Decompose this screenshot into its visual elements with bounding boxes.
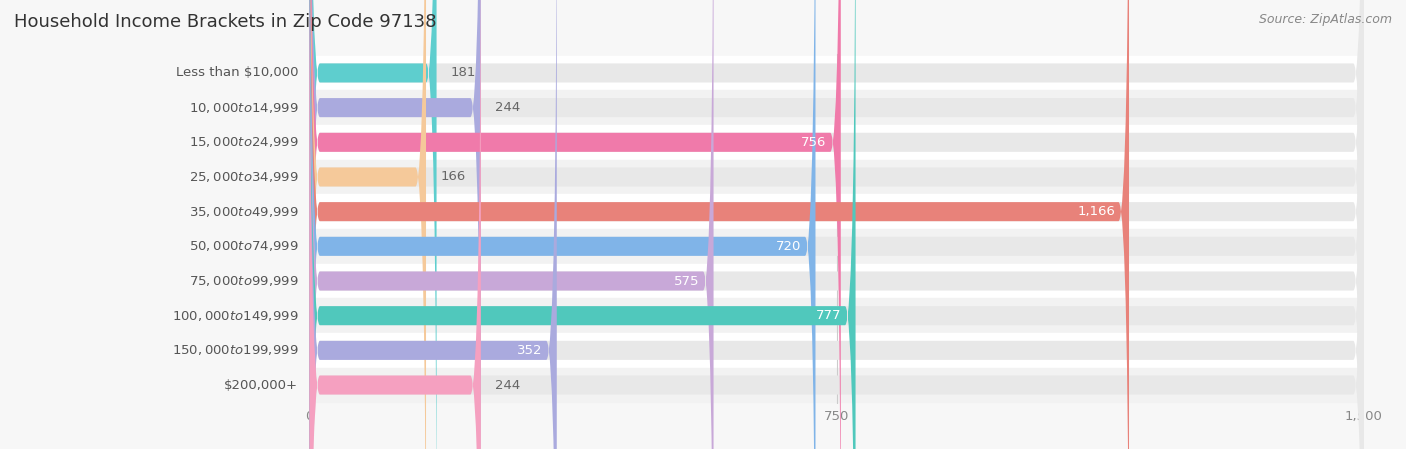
Bar: [309, 229, 1364, 264]
FancyBboxPatch shape: [309, 0, 557, 449]
FancyBboxPatch shape: [309, 0, 1364, 449]
FancyBboxPatch shape: [309, 0, 713, 449]
Text: $75,000 to $99,999: $75,000 to $99,999: [188, 274, 298, 288]
Text: 756: 756: [801, 136, 827, 149]
Text: $50,000 to $74,999: $50,000 to $74,999: [188, 239, 298, 253]
Text: 166: 166: [440, 171, 465, 184]
Bar: [309, 56, 1364, 90]
Text: $150,000 to $199,999: $150,000 to $199,999: [172, 343, 298, 357]
FancyBboxPatch shape: [309, 0, 1364, 449]
Bar: [309, 125, 1364, 160]
Text: $200,000+: $200,000+: [224, 379, 298, 392]
Text: 1,166: 1,166: [1077, 205, 1115, 218]
FancyBboxPatch shape: [309, 0, 1364, 449]
Text: $100,000 to $149,999: $100,000 to $149,999: [172, 308, 298, 323]
Text: $35,000 to $49,999: $35,000 to $49,999: [188, 205, 298, 219]
FancyBboxPatch shape: [309, 0, 426, 449]
FancyBboxPatch shape: [309, 0, 1129, 449]
FancyBboxPatch shape: [309, 0, 815, 449]
Bar: [309, 264, 1364, 298]
Bar: [309, 160, 1364, 194]
Text: Household Income Brackets in Zip Code 97138: Household Income Brackets in Zip Code 97…: [14, 13, 436, 31]
Text: 575: 575: [673, 274, 699, 287]
Text: $10,000 to $14,999: $10,000 to $14,999: [188, 101, 298, 114]
FancyBboxPatch shape: [309, 0, 1364, 449]
FancyBboxPatch shape: [309, 0, 1364, 449]
Text: 244: 244: [495, 379, 520, 392]
Bar: [309, 333, 1364, 368]
Text: Less than $10,000: Less than $10,000: [176, 66, 298, 79]
Bar: [309, 90, 1364, 125]
FancyBboxPatch shape: [309, 0, 481, 449]
FancyBboxPatch shape: [309, 0, 1364, 449]
Text: $25,000 to $34,999: $25,000 to $34,999: [188, 170, 298, 184]
Text: 777: 777: [815, 309, 841, 322]
FancyBboxPatch shape: [309, 0, 1364, 449]
FancyBboxPatch shape: [309, 0, 841, 449]
Bar: [309, 298, 1364, 333]
FancyBboxPatch shape: [309, 0, 436, 449]
Text: 720: 720: [776, 240, 801, 253]
Text: 244: 244: [495, 101, 520, 114]
FancyBboxPatch shape: [309, 0, 855, 449]
FancyBboxPatch shape: [309, 0, 1364, 449]
FancyBboxPatch shape: [309, 0, 1364, 449]
Text: $15,000 to $24,999: $15,000 to $24,999: [188, 135, 298, 150]
Bar: [309, 368, 1364, 402]
Text: 352: 352: [517, 344, 543, 357]
Text: 181: 181: [450, 66, 477, 79]
Text: Source: ZipAtlas.com: Source: ZipAtlas.com: [1258, 13, 1392, 26]
FancyBboxPatch shape: [309, 0, 1364, 449]
Bar: [309, 194, 1364, 229]
FancyBboxPatch shape: [309, 0, 481, 449]
